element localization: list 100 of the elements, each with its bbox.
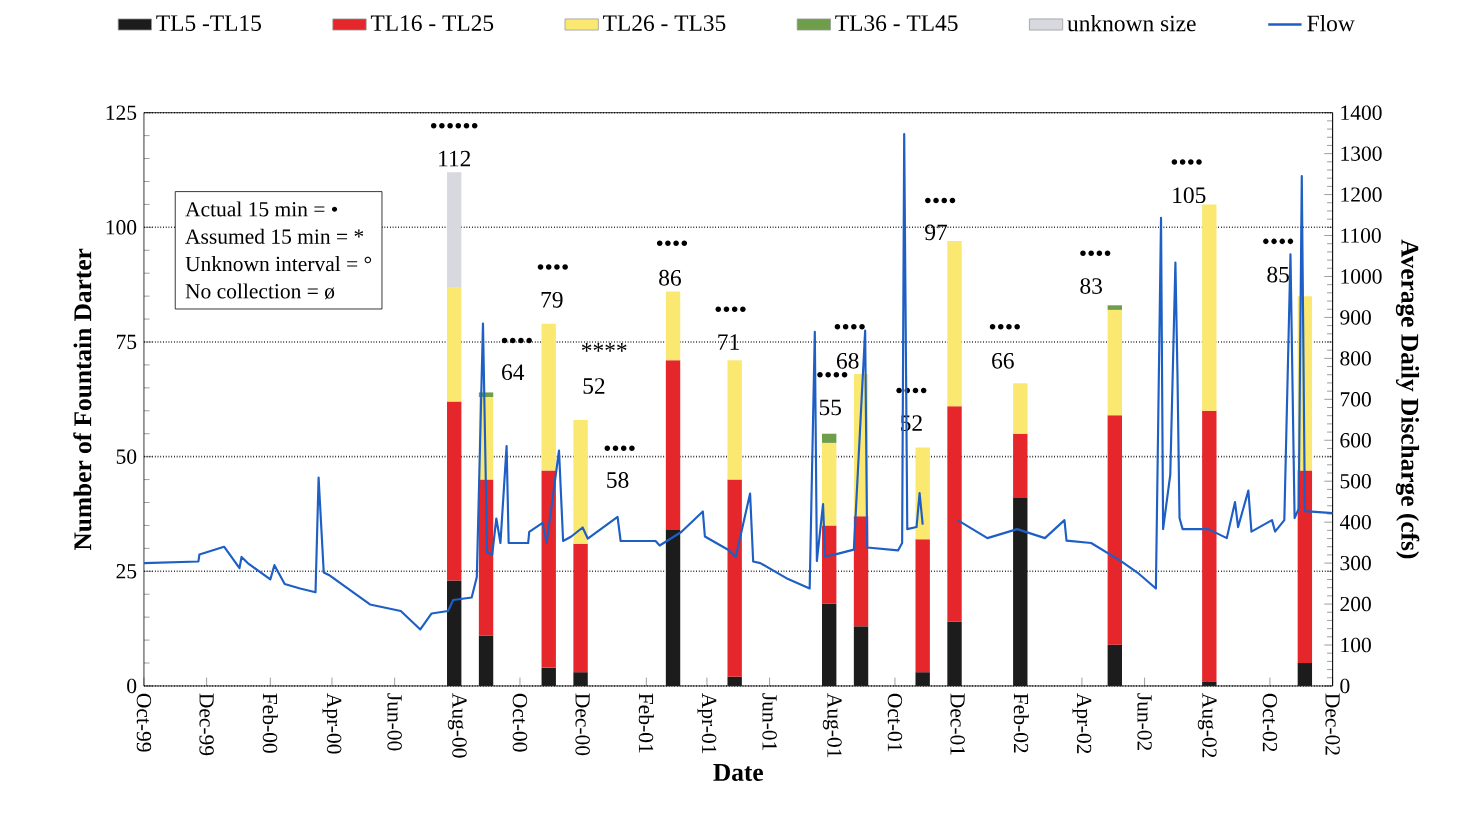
bar [1107,309,1122,416]
annotation: Assumed 15 min = * [185,228,364,244]
y-tick-label: 100 [106,219,137,235]
y-axis-title: Number of Fountain Darter [73,248,92,550]
y2-tick-label: 1000 [1341,269,1382,284]
legend-label: TL26 - TL35 [603,15,726,31]
y2-tick-label: 700 [1340,391,1371,407]
annotation: •••••• [430,122,478,129]
annotation: 58 [607,471,629,488]
bar [822,442,837,526]
bar [1013,433,1028,498]
x-tick-label: Oct-00 [512,693,528,752]
x-tick-label: Dec-00 [575,693,590,756]
bar [1297,662,1313,686]
x-tick-label: Jun-02 [1137,693,1152,750]
legend-label: unknown size [1067,14,1196,32]
annotation: •••• [1080,250,1111,256]
bar [1107,415,1122,645]
bar [822,603,837,686]
bar [447,172,462,287]
bar [541,470,556,668]
bar [1202,204,1217,411]
annotation: •••• [925,197,956,204]
annotation: 55 [819,399,842,416]
annotation: 79 [541,291,563,308]
x-tick-label: Jun-00 [387,693,402,751]
annotation: 112 [439,150,471,167]
x-tick-label: Dec-02 [1325,693,1340,755]
x-tick-label: Feb-01 [638,693,654,753]
bar [665,291,681,361]
bar [665,360,681,530]
bar [447,580,462,686]
y2-tick-label: 1100 [1341,228,1381,243]
bar [915,447,930,540]
bar [727,479,742,677]
y-tick-label: 50 [116,449,137,464]
annotation: 52 [583,377,605,394]
x-tick-label: Feb-02 [1013,693,1029,753]
bar [447,286,462,402]
x-tick-label: Aug-01 [822,692,842,757]
bar [947,621,962,686]
annotation: 66 [992,352,1014,369]
x-tick-label: Jun-01 [762,693,777,750]
y-tick-label: 0 [127,678,137,694]
x-axis-title: Date [713,763,763,781]
bar [1297,470,1313,663]
bar [478,635,494,686]
legend-label: Flow [1307,14,1355,32]
bar [853,626,869,686]
annotation: •••• [537,264,568,270]
y-tick-label: 25 [116,563,137,579]
annotation: 86 [659,269,681,286]
annotation: **** [581,342,627,352]
annotation: 85 [1267,266,1289,283]
y-tick-label: 125 [106,105,137,120]
x-tick-label: Dec-99 [199,693,214,756]
bar [727,676,742,686]
x-tick-label: Oct-99 [136,693,152,752]
bar [915,672,930,686]
annotation: •••• [501,337,532,344]
x-tick-label: Dec-01 [950,693,965,755]
annotation: •••• [1171,159,1202,165]
annotation: 71 [718,334,739,350]
bar [541,667,556,686]
legend-label: TL36 - TL45 [835,15,958,31]
annotation: 83 [1080,277,1102,294]
annotation: •••• [1263,238,1294,244]
legend-label: TL16 - TL25 [370,15,494,31]
annotation: Unknown interval = ° [185,255,372,272]
annotation: Actual 15 min = • [185,201,338,217]
y2-tick-label: 400 [1339,514,1371,530]
bar [947,406,962,622]
y2-tick-label: 600 [1340,432,1371,448]
bar [573,419,588,544]
bar [541,323,556,471]
bar [915,539,930,673]
y2-tick-label: 500 [1340,473,1371,489]
annotation: 97 [925,224,948,241]
y2-tick-label: 1300 [1341,146,1382,161]
y2-tick-label: 100 [1341,637,1371,653]
bar [1013,497,1028,686]
y2-tick-label: 200 [1340,596,1371,612]
x-tick-label: Feb-00 [262,693,278,753]
bar [822,433,837,443]
bar [1202,681,1217,686]
y2-tick-label: 1200 [1341,187,1382,202]
bar [1013,383,1028,434]
y2-tick-label: 900 [1340,310,1371,325]
y2-tick-label: 1400 [1341,105,1382,120]
annotation: •••• [817,371,848,378]
y2-tick-label: 0 [1340,678,1350,694]
x-tick-label: Aug-02 [1197,692,1217,758]
annotation: •••• [834,323,865,330]
annotation: •••• [604,445,635,451]
annotation: 105 [1173,187,1206,203]
annotation: 64 [502,364,525,380]
bar [447,401,462,581]
bar [1107,305,1122,310]
annotation: •••• [989,323,1020,330]
legend-label: TL5 -TL15 [156,15,261,31]
